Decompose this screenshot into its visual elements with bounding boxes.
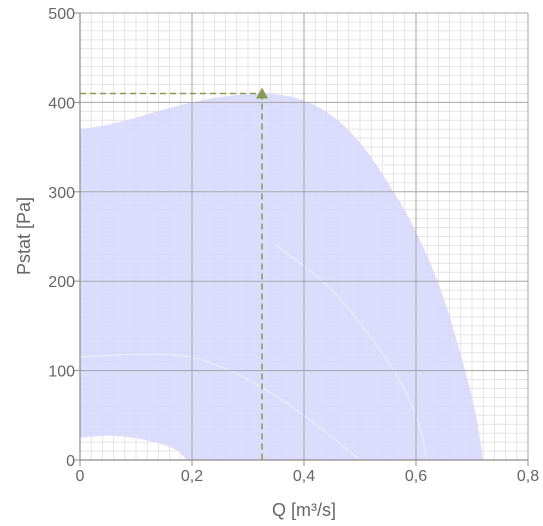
x-tick-label: 0,2 bbox=[181, 468, 203, 485]
operating-range-area bbox=[79, 93, 484, 461]
x-tick-label: 0,8 bbox=[517, 468, 539, 485]
inner-curve bbox=[79, 353, 361, 461]
operating-range-fill bbox=[80, 93, 484, 460]
axes bbox=[74, 12, 529, 466]
operating-point-marker bbox=[256, 87, 268, 99]
x-tick-label: 0,4 bbox=[293, 468, 315, 485]
operating-point-layer bbox=[80, 87, 268, 460]
y-tick-label: 200 bbox=[48, 274, 75, 291]
y-tick-labels: 0 100 200 300 400 500 bbox=[48, 6, 75, 470]
y-tick-label: 500 bbox=[48, 6, 75, 23]
y-tick-label: 300 bbox=[48, 185, 75, 202]
y-tick-label: 400 bbox=[48, 95, 75, 112]
x-tick-label: 0 bbox=[76, 468, 85, 485]
inner-curve bbox=[275, 244, 428, 461]
y-tick-label: 0 bbox=[66, 453, 75, 470]
x-tick-labels: 0 0,2 0,4 0,6 0,8 bbox=[76, 468, 540, 485]
y-tick-label: 100 bbox=[48, 364, 75, 381]
x-tick-label: 0,6 bbox=[405, 468, 427, 485]
x-axis-label: Q [m³/s] bbox=[272, 500, 336, 520]
major-grid bbox=[80, 12, 529, 460]
y-axis-label: Pstat [Pa] bbox=[14, 197, 34, 275]
